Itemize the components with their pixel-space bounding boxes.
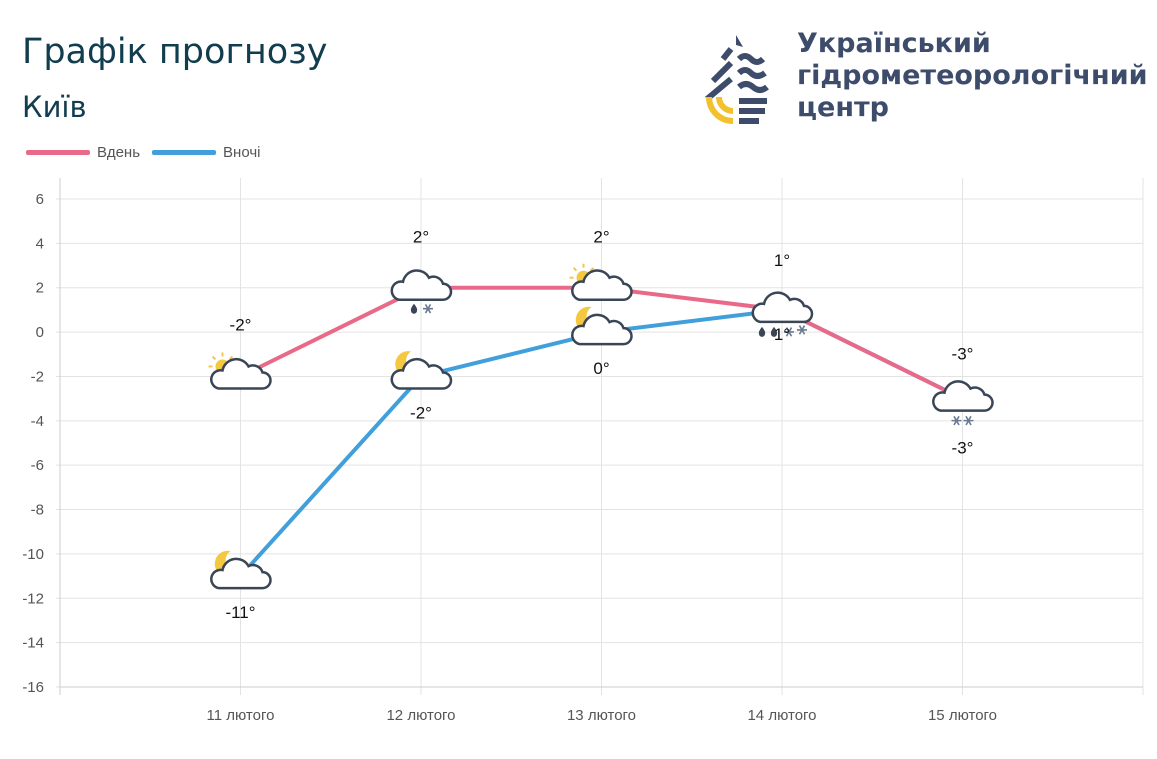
org-line: центр [797,92,889,123]
sun-ray [572,267,578,272]
data-label-day: 2° [413,228,429,247]
page-title: Графік прогнозу [22,32,328,72]
raindrop-icon [410,303,418,314]
y-tick-label: -10 [22,546,44,563]
snowflake-icon [784,327,794,337]
x-tick-label: 14 лютого [747,707,816,724]
cloud-icon [210,557,272,590]
y-tick-label: -2 [31,368,44,385]
raindrop-icon [770,326,778,337]
cloud-icon [751,291,814,324]
logo-drop-icon [705,35,769,124]
legend-swatch [152,150,217,155]
legend-swatch [26,150,90,155]
snowflake-icon [423,303,433,314]
legend-label: Вночі [223,144,261,161]
legend-item-night[interactable]: Вночі [152,144,260,161]
x-tick-label: 15 лютого [928,707,997,724]
data-label-day: -2° [230,315,252,334]
data-label-night: 0° [593,359,609,378]
weather-icon-cloud-rain-snow [390,269,453,314]
y-tick-label: -12 [22,590,44,607]
cloud-icon [571,269,633,301]
raindrop-icon [758,326,766,337]
y-tick-label: 4 [36,235,44,252]
y-tick-label: -6 [31,457,44,474]
weather-icon-moon-cloud [571,306,633,346]
y-tick-label: -4 [31,413,44,430]
data-label-night: -2° [410,403,432,422]
sun-ray [228,355,234,361]
data-label-day: 2° [593,228,609,247]
y-tick-label: 2 [36,280,44,297]
weather-icon-sun-cloud [208,352,272,390]
weather-icon-moon-cloud [210,550,272,590]
sun-ray [211,355,217,361]
data-label-day: -3° [952,345,974,364]
data-label-night: 1° [774,325,790,344]
snowflake-icon [951,415,962,426]
data-label-night: -11° [225,603,255,622]
snowflake-icon [797,325,807,335]
organization-name: Український гідрометеорологічний центр [797,28,1148,124]
y-tick-label: -16 [22,679,44,696]
org-line: гідрометеорологічний [797,60,1148,91]
weather-icon-sun-cloud [569,263,633,301]
city-name: Київ [22,90,87,124]
weather-icon-moon-cloud [390,351,453,390]
x-tick-label: 12 лютого [386,707,455,724]
y-tick-label: -8 [31,502,44,519]
cloud-icon [390,357,453,390]
data-label-night: -3° [952,439,974,458]
x-tick-label: 13 лютого [567,707,636,724]
sun-ray [589,267,595,272]
y-tick-label: 6 [36,191,44,208]
cloud-icon [210,357,272,390]
y-tick-label: -14 [22,635,44,652]
legend-item-day[interactable]: Вдень [26,144,140,161]
weather-icon-cloud-snow [932,380,994,426]
y-tick-label: 0 [36,324,44,341]
cloud-icon [571,313,633,346]
org-line: Український [797,28,991,59]
x-tick-label: 11 лютого [207,707,275,724]
cloud-icon [932,380,994,412]
legend: Вдень Вночі [26,144,260,161]
snowflake-icon [963,415,974,426]
data-label-day: 1° [774,251,790,270]
weather-icon-cloud-rain-snow [751,291,814,337]
cloud-icon [390,269,453,301]
legend-label: Вдень [97,144,141,161]
